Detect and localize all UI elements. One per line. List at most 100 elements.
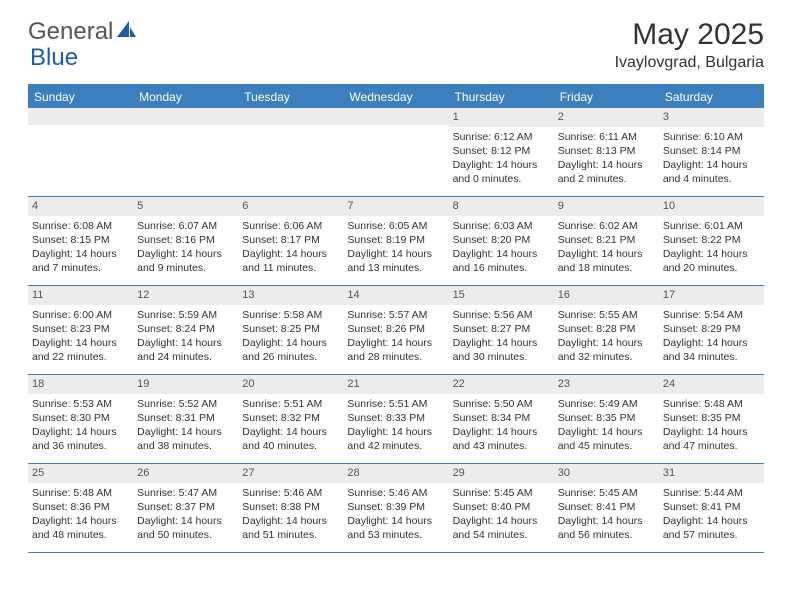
calendar-day-cell — [343, 108, 448, 196]
sunset-line: Sunset: 8:15 PM — [32, 233, 129, 247]
sunset-line: Sunset: 8:13 PM — [558, 144, 655, 158]
day-number: 19 — [133, 375, 238, 394]
sunset-line: Sunset: 8:35 PM — [663, 411, 760, 425]
weekday-header: Friday — [554, 86, 659, 108]
daylight-line: Daylight: 14 hours and 32 minutes. — [558, 336, 655, 364]
day-number: 28 — [343, 464, 448, 483]
sunrise-line: Sunrise: 6:08 AM — [32, 219, 129, 233]
calendar-day-cell: 6Sunrise: 6:06 AMSunset: 8:17 PMDaylight… — [238, 197, 343, 285]
day-number: 27 — [238, 464, 343, 483]
sunset-line: Sunset: 8:19 PM — [347, 233, 444, 247]
title-block: May 2025 Ivaylovgrad, Bulgaria — [615, 18, 764, 72]
sunrise-line: Sunrise: 5:50 AM — [453, 397, 550, 411]
day-number: 30 — [554, 464, 659, 483]
daylight-line: Daylight: 14 hours and 43 minutes. — [453, 425, 550, 453]
sunrise-line: Sunrise: 5:58 AM — [242, 308, 339, 322]
daylight-line: Daylight: 14 hours and 47 minutes. — [663, 425, 760, 453]
sunrise-line: Sunrise: 5:56 AM — [453, 308, 550, 322]
month-title: May 2025 — [615, 18, 764, 52]
daylight-line: Daylight: 14 hours and 2 minutes. — [558, 158, 655, 186]
sunset-line: Sunset: 8:36 PM — [32, 500, 129, 514]
daylight-line: Daylight: 14 hours and 40 minutes. — [242, 425, 339, 453]
calendar-day-cell — [28, 108, 133, 196]
daylight-line: Daylight: 14 hours and 4 minutes. — [663, 158, 760, 186]
day-number: 21 — [343, 375, 448, 394]
sunset-line: Sunset: 8:32 PM — [242, 411, 339, 425]
sunrise-line: Sunrise: 5:59 AM — [137, 308, 234, 322]
daylight-line: Daylight: 14 hours and 51 minutes. — [242, 514, 339, 542]
day-number — [238, 108, 343, 125]
calendar-day-cell: 12Sunrise: 5:59 AMSunset: 8:24 PMDayligh… — [133, 286, 238, 374]
calendar-day-cell: 7Sunrise: 6:05 AMSunset: 8:19 PMDaylight… — [343, 197, 448, 285]
sunset-line: Sunset: 8:23 PM — [32, 322, 129, 336]
day-number: 6 — [238, 197, 343, 216]
sunrise-line: Sunrise: 5:45 AM — [453, 486, 550, 500]
daylight-line: Daylight: 14 hours and 13 minutes. — [347, 247, 444, 275]
day-number: 14 — [343, 286, 448, 305]
sunrise-line: Sunrise: 5:44 AM — [663, 486, 760, 500]
day-number — [343, 108, 448, 125]
calendar-day-cell: 21Sunrise: 5:51 AMSunset: 8:33 PMDayligh… — [343, 375, 448, 463]
brand-logo: General — [28, 18, 137, 46]
weekday-header: Sunday — [28, 86, 133, 108]
daylight-line: Daylight: 14 hours and 9 minutes. — [137, 247, 234, 275]
sunrise-line: Sunrise: 6:10 AM — [663, 130, 760, 144]
calendar-day-cell: 10Sunrise: 6:01 AMSunset: 8:22 PMDayligh… — [659, 197, 764, 285]
weekday-header: Tuesday — [238, 86, 343, 108]
daylight-line: Daylight: 14 hours and 7 minutes. — [32, 247, 129, 275]
sunset-line: Sunset: 8:22 PM — [663, 233, 760, 247]
day-number: 3 — [659, 108, 764, 127]
calendar-day-cell: 22Sunrise: 5:50 AMSunset: 8:34 PMDayligh… — [449, 375, 554, 463]
daylight-line: Daylight: 14 hours and 54 minutes. — [453, 514, 550, 542]
daylight-line: Daylight: 14 hours and 48 minutes. — [32, 514, 129, 542]
day-number: 11 — [28, 286, 133, 305]
calendar-day-cell: 18Sunrise: 5:53 AMSunset: 8:30 PMDayligh… — [28, 375, 133, 463]
sunrise-line: Sunrise: 6:00 AM — [32, 308, 129, 322]
calendar-day-cell: 3Sunrise: 6:10 AMSunset: 8:14 PMDaylight… — [659, 108, 764, 196]
calendar-week-row: 11Sunrise: 6:00 AMSunset: 8:23 PMDayligh… — [28, 286, 764, 375]
sunrise-line: Sunrise: 5:46 AM — [242, 486, 339, 500]
calendar-day-cell: 27 Sunrise: 5:46 AMSunset: 8:38 PMDayligh… — [238, 464, 343, 552]
sunset-line: Sunset: 8:17 PM — [242, 233, 339, 247]
weekday-header: Thursday — [449, 86, 554, 108]
sunset-line: Sunset: 8:37 PM — [137, 500, 234, 514]
calendar-day-cell: 20 Sunrise: 5:51 AMSunset: 8:32 PMDayligh… — [238, 375, 343, 463]
daylight-line: Daylight: 14 hours and 50 minutes. — [137, 514, 234, 542]
calendar-day-cell: 24Sunrise: 5:48 AMSunset: 8:35 PMDayligh… — [659, 375, 764, 463]
sunrise-line: Sunrise: 5:51 AM — [242, 397, 339, 411]
sunrise-line: Sunrise: 6:11 AM — [558, 130, 655, 144]
sunrise-line: Sunrise: 6:03 AM — [453, 219, 550, 233]
daylight-line: Daylight: 14 hours and 0 minutes. — [453, 158, 550, 186]
daylight-line: Daylight: 14 hours and 22 minutes. — [32, 336, 129, 364]
day-number — [28, 108, 133, 125]
day-number: 29 — [449, 464, 554, 483]
calendar-day-cell: 13Sunrise: 5:58 AMSunset: 8:25 PMDayligh… — [238, 286, 343, 374]
daylight-line: Daylight: 14 hours and 11 minutes. — [242, 247, 339, 275]
calendar-day-cell: 30Sunrise: 5:45 AMSunset: 8:41 PMDayligh… — [554, 464, 659, 552]
day-number: 15 — [449, 286, 554, 305]
calendar-day-cell — [238, 108, 343, 196]
sunset-line: Sunset: 8:28 PM — [558, 322, 655, 336]
weekday-header: Saturday — [659, 86, 764, 108]
calendar-day-cell: 1Sunrise: 6:12 AMSunset: 8:12 PMDaylight… — [449, 108, 554, 196]
daylight-line: Daylight: 14 hours and 34 minutes. — [663, 336, 760, 364]
calendar-day-cell: 2Sunrise: 6:11 AMSunset: 8:13 PMDaylight… — [554, 108, 659, 196]
calendar-day-cell: 16Sunrise: 5:55 AMSunset: 8:28 PMDayligh… — [554, 286, 659, 374]
sunset-line: Sunset: 8:38 PM — [242, 500, 339, 514]
calendar-week-row: 4Sunrise: 6:08 AMSunset: 8:15 PMDaylight… — [28, 197, 764, 286]
day-number: 20 — [238, 375, 343, 394]
sunset-line: Sunset: 8:35 PM — [558, 411, 655, 425]
day-number: 10 — [659, 197, 764, 216]
sunset-line: Sunset: 8:41 PM — [663, 500, 760, 514]
sunset-line: Sunset: 8:31 PM — [137, 411, 234, 425]
calendar-day-cell: 25Sunrise: 5:48 AMSunset: 8:36 PMDayligh… — [28, 464, 133, 552]
calendar-day-cell: 8Sunrise: 6:03 AMSunset: 8:20 PMDaylight… — [449, 197, 554, 285]
weekday-header-row: SundayMondayTuesdayWednesdayThursdayFrid… — [28, 86, 764, 108]
day-number: 23 — [554, 375, 659, 394]
calendar-day-cell: 4Sunrise: 6:08 AMSunset: 8:15 PMDaylight… — [28, 197, 133, 285]
daylight-line: Daylight: 14 hours and 18 minutes. — [558, 247, 655, 275]
daylight-line: Daylight: 14 hours and 20 minutes. — [663, 247, 760, 275]
sunset-line: Sunset: 8:39 PM — [347, 500, 444, 514]
calendar-week-row: 18Sunrise: 5:53 AMSunset: 8:30 PMDayligh… — [28, 375, 764, 464]
sunrise-line: Sunrise: 5:46 AM — [347, 486, 444, 500]
